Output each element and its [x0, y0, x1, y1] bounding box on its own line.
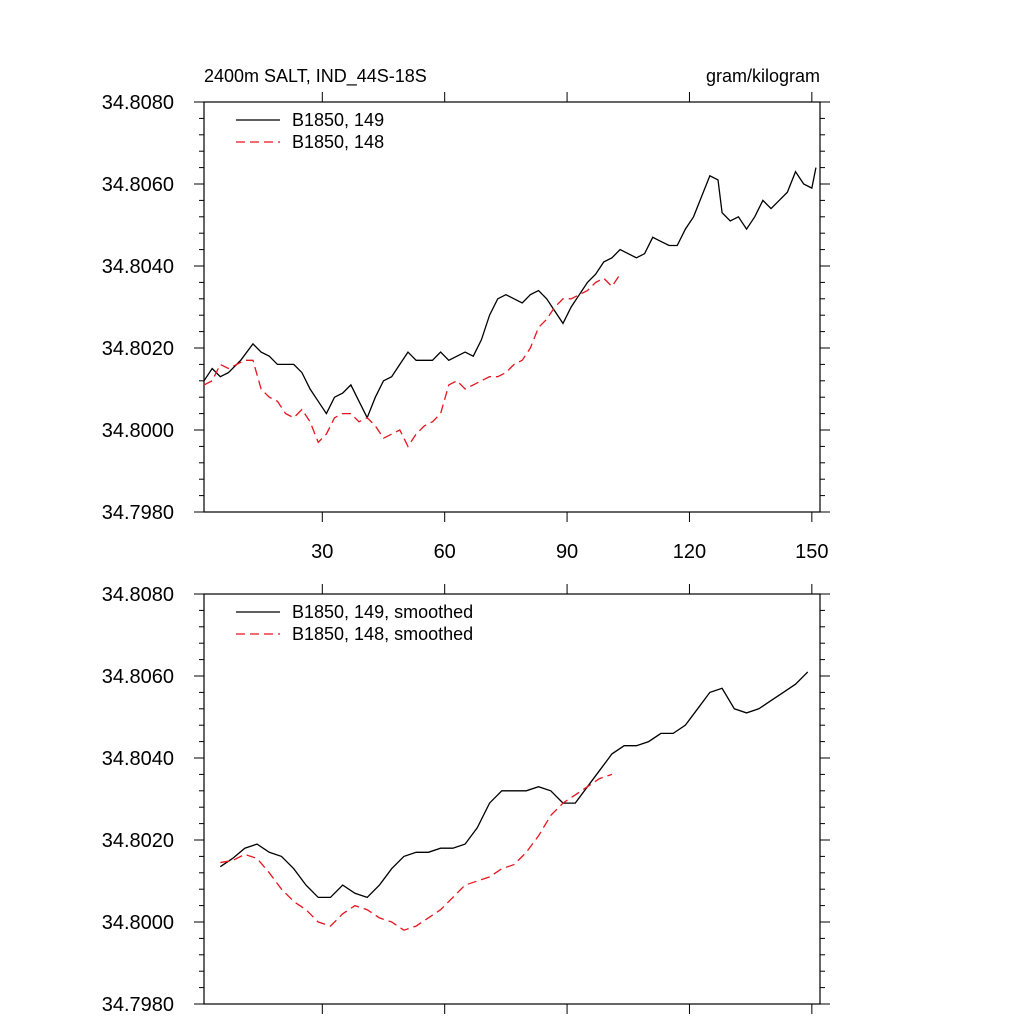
legend-label-b1850-149-smoothed: B1850, 149, smoothed: [292, 602, 473, 622]
legend-label-b1850-148-smoothed: B1850, 148, smoothed: [292, 624, 473, 644]
chart-title-right: gram/kilogram: [706, 66, 820, 86]
y-axis-labels: 34.7980 34.8000 34.8020 34.8040 34.8060 …: [102, 584, 174, 1016]
y-tick-label: 34.8000: [102, 912, 174, 934]
x-tick-label: 120: [673, 541, 706, 563]
y-tick-label: 34.8080: [102, 584, 174, 606]
y-tick-label: 34.8000: [102, 420, 174, 442]
x-axis-labels: 30 60 90 120 150: [311, 541, 828, 563]
y-tick-label: 34.8060: [102, 174, 174, 196]
legend: B1850, 149, smoothed B1850, 148, smoothe…: [236, 602, 473, 644]
x-tick-label: 30: [311, 541, 333, 563]
legend: B1850, 149 B1850, 148: [236, 110, 384, 152]
plot-frame: [203, 593, 821, 1005]
chart-title-left: 2400m SALT, IND_44S-18S: [204, 66, 427, 87]
series-line-b1850-148: [203, 273, 621, 448]
x-tick-label: 150: [795, 541, 828, 563]
top-panel: 2400m SALT, IND_44S-18S gram/kilogram 34…: [102, 66, 830, 563]
y-axis-labels: 34.7980 34.8000 34.8020 34.8040 34.8060 …: [102, 92, 174, 524]
y-tick-label: 34.8040: [102, 748, 174, 770]
plot-frame: [203, 101, 821, 513]
y-tick-label: 34.8020: [102, 830, 174, 852]
y-tick-label: 34.7980: [102, 994, 174, 1016]
y-tick-label: 34.7980: [102, 502, 174, 524]
series-line-b1850-149: [203, 167, 817, 420]
y-tick-label: 34.8060: [102, 666, 174, 688]
axis-ticks: [194, 92, 830, 522]
series-line-b1850-148-smoothed: [220, 773, 613, 931]
y-tick-label: 34.8040: [102, 256, 174, 278]
legend-label-b1850-149: B1850, 149: [292, 110, 384, 130]
legend-label-b1850-148: B1850, 148: [292, 132, 384, 152]
x-tick-label: 60: [434, 541, 456, 563]
bottom-panel: 34.7980 34.8000 34.8020 34.8040 34.8060 …: [102, 584, 830, 1016]
axis-ticks: [194, 584, 830, 1014]
x-tick-label: 90: [556, 541, 578, 563]
y-tick-label: 34.8080: [102, 92, 174, 114]
series-line-b1850-149-smoothed: [219, 671, 809, 899]
y-tick-label: 34.8020: [102, 338, 174, 360]
